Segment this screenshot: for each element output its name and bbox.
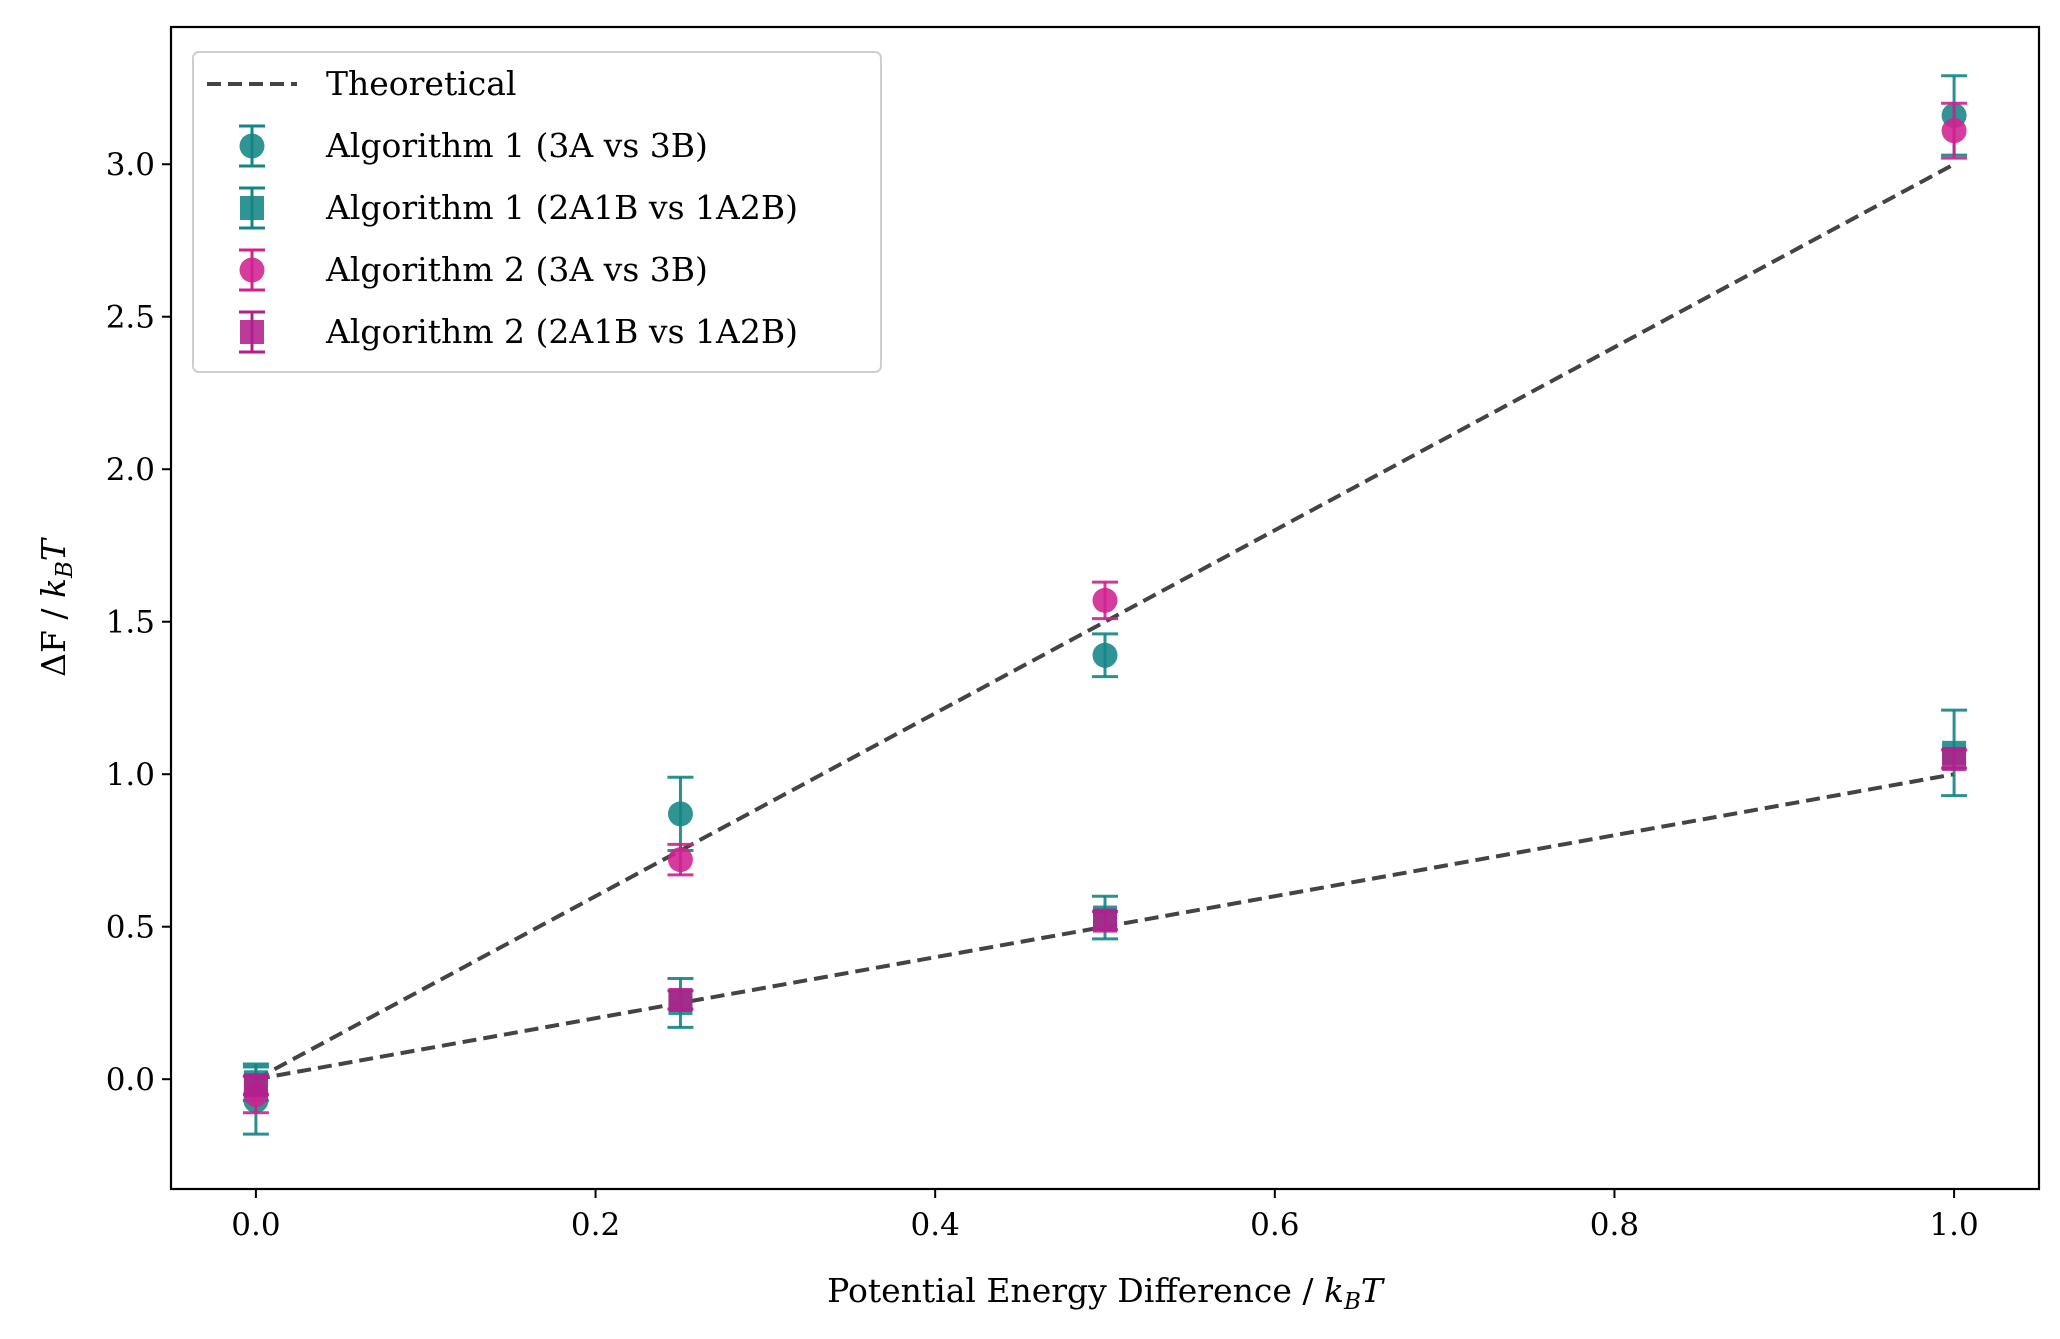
legend-label: Algorithm 1 (3A vs 3B) [325,126,708,165]
y-tick-label: 0.0 [106,1062,155,1098]
legend-marker [239,257,265,283]
legend-item: Theoretical [207,64,517,103]
x-axis-title-text: Potential Energy Difference / kBT [827,1271,1386,1315]
x-tick-label: 0.8 [1590,1207,1639,1243]
data-point [667,847,693,873]
legend-label: Theoretical [326,64,517,103]
legend: Theoretical Algorithm 1 (3A vs 3B) Algorit… [192,51,882,373]
legend-item: Algorithm 1 (3A vs 3B) [239,124,708,168]
x-tick-label: 0.0 [231,1207,280,1243]
data-point [668,987,693,1012]
y-tick-label: 1.0 [106,757,155,793]
y-tick-label: 3.0 [106,147,155,183]
y-tick-label: 1.5 [106,605,155,641]
legend-label: Algorithm 2 (2A1B vs 1A2B) [325,312,798,351]
legend-box [192,51,882,373]
data-point [1941,118,1967,144]
data-point [667,801,693,827]
data-point [1092,587,1118,613]
data-point [1942,746,1967,771]
y-axis-title: ΔF / kBT [34,536,78,677]
data-point [243,1073,268,1098]
x-tick-label: 0.2 [571,1207,620,1243]
data-point [1093,908,1117,933]
plot-frame [169,25,2041,1191]
legend-item: Algorithm 2 (3A vs 3B) [239,248,708,292]
theoretical-line [254,162,1956,1081]
x-axis-title: Potential Energy Difference / kBT [827,1271,1386,1315]
x-tick-label: 0.6 [1250,1207,1299,1243]
axis-ticks: 0.0 0.2 0.4 0.6 0.8 1.0 0.0 0.5 1.0 1.5 2.0 2.5 3.0 [106,147,1979,1243]
legend-marker [240,320,264,344]
data-marks [242,74,1968,1136]
y-axis-title-text: ΔF / kBT [34,536,78,677]
series-4 [242,746,1968,1098]
legend-label: Algorithm 2 (3A vs 3B) [325,250,708,289]
legend-item: Algorithm 1 (2A1B vs 1A2B) [239,186,798,230]
legend-marker [240,196,264,220]
x-tick-label: 0.4 [911,1207,960,1243]
legend-item: Algorithm 2 (2A1B vs 1A2B) [239,310,798,354]
data-point [1092,642,1118,668]
legend-marker [239,133,265,159]
y-tick-label: 0.5 [106,910,155,946]
y-tick-label: 2.0 [106,452,155,488]
y-tick-label: 2.5 [106,300,155,336]
x-tick-label: 1.0 [1929,1207,1978,1243]
legend-label: Algorithm 1 (2A1B vs 1A2B) [325,188,798,227]
